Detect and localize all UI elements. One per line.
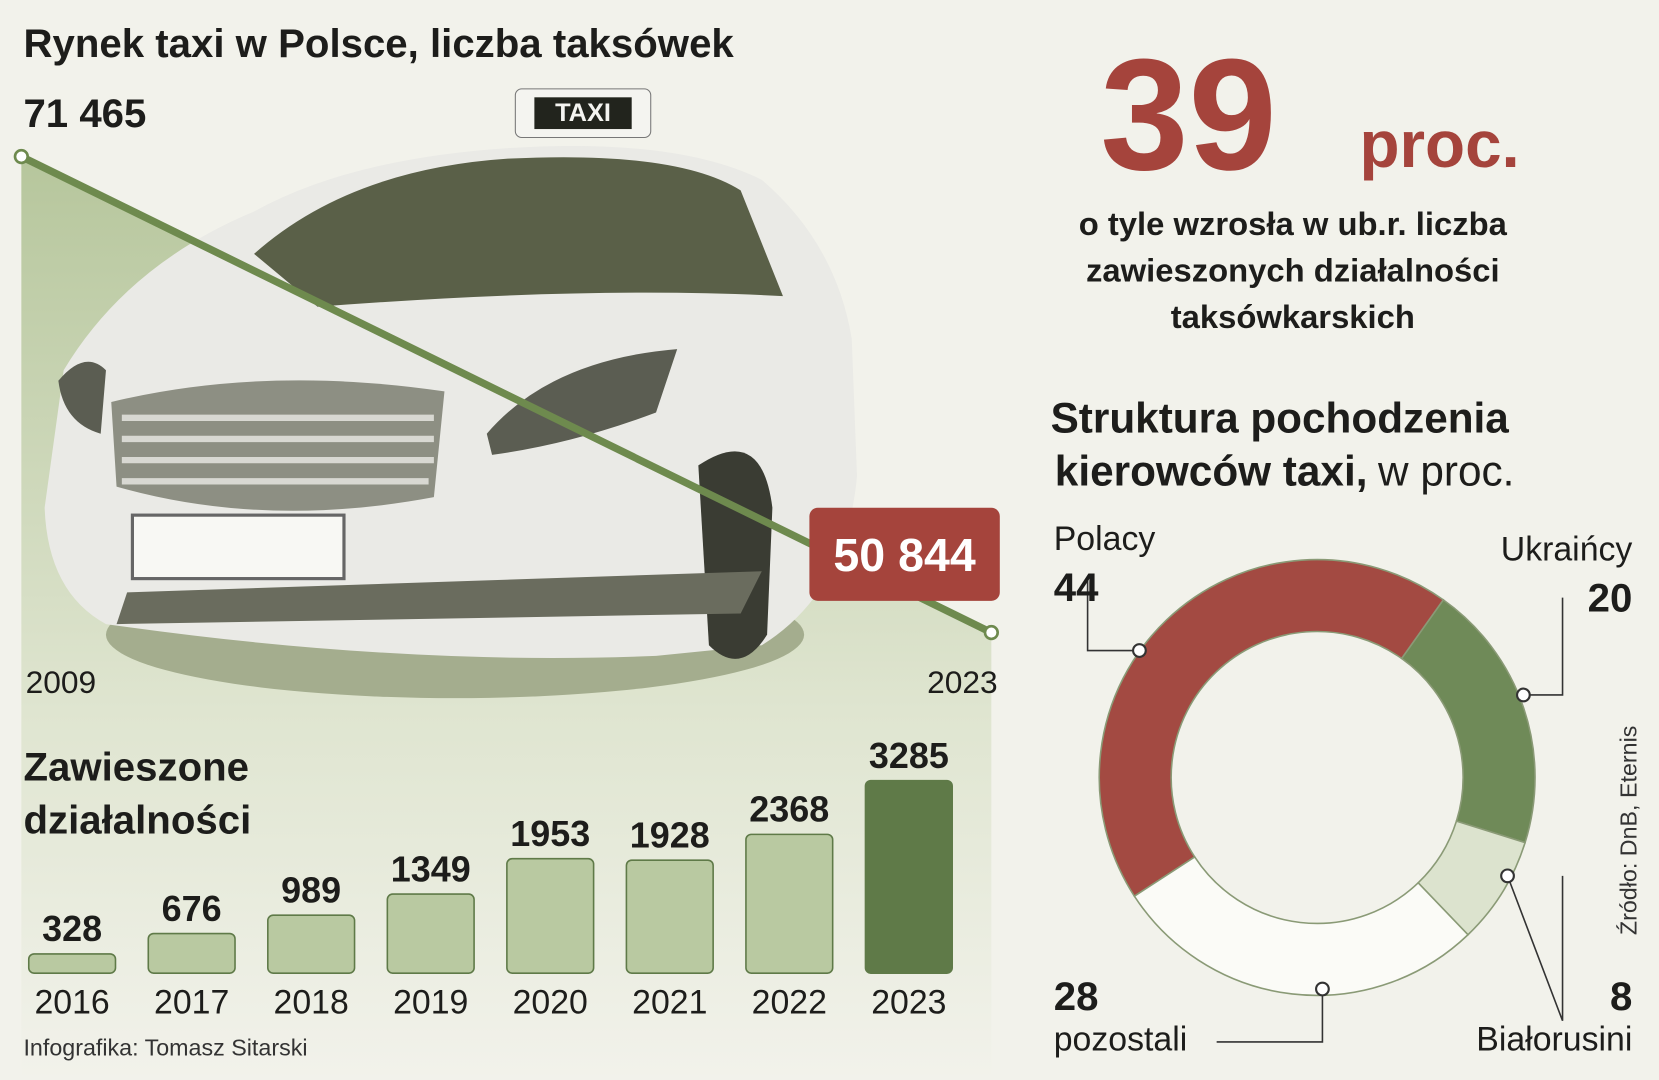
chart-title-line: kierowców taxi,	[1055, 448, 1368, 495]
chart-title: działalności	[23, 798, 251, 843]
slice-value: 28	[1054, 974, 1099, 1019]
bar	[625, 859, 714, 974]
bar-value-label: 1953	[510, 813, 590, 854]
value-label: 71 465	[23, 91, 146, 136]
x-tick-label: 2019	[393, 983, 468, 1021]
taxi-sign: TAXI	[555, 99, 611, 127]
donut-slice	[1098, 558, 1445, 898]
leader-line	[1506, 875, 1564, 1022]
x-label: 2009	[26, 664, 97, 700]
leader-line	[1523, 597, 1564, 696]
bar	[745, 833, 834, 974]
x-tick-label: 2021	[632, 983, 707, 1021]
line-point	[13, 148, 30, 165]
chart-title: kierowców taxi, w proc.	[1055, 448, 1515, 495]
x-tick-label: 2020	[513, 983, 588, 1021]
car-illustration: TAXI	[44, 88, 858, 699]
bar-value-label: 3285	[869, 735, 949, 776]
x-tick-label: 2017	[154, 983, 229, 1021]
x-tick-label: 2023	[871, 983, 946, 1021]
bar-value-label: 2368	[749, 789, 829, 830]
leader-dot	[1516, 687, 1531, 703]
leader-dot	[1315, 981, 1330, 997]
bar-value-label: 1928	[630, 814, 710, 855]
slice-value: 44	[1054, 565, 1099, 610]
bar	[267, 914, 356, 974]
bar	[27, 953, 117, 974]
bar	[864, 779, 953, 974]
chart-title: Zawieszone	[23, 745, 249, 790]
x-tick-label: 2018	[274, 983, 349, 1021]
bar	[147, 932, 236, 974]
bar	[386, 893, 475, 974]
slice-name: Polacy	[1054, 520, 1156, 558]
slice-value: 20	[1588, 575, 1633, 620]
leader-line	[1216, 989, 1324, 1043]
highlight-text: zawieszonych działalności	[1086, 251, 1500, 288]
line-point	[983, 624, 1000, 641]
slice-value: 8	[1610, 974, 1632, 1019]
chart-unit: w proc.	[1377, 448, 1514, 495]
slice-name: Ukraińcy	[1501, 531, 1633, 569]
value-label: 50 844	[833, 529, 975, 581]
bar-value-label: 989	[281, 870, 341, 911]
slice-name: Białorusini	[1476, 1020, 1632, 1058]
highlight-text: taksówkarskich	[1171, 298, 1415, 335]
leader-dot	[1132, 643, 1147, 658]
slice-name: pozostali	[1054, 1020, 1188, 1058]
highlight-text: o tyle wzrosła w ub.r. liczba	[1079, 205, 1508, 242]
x-tick-label: 2016	[34, 983, 109, 1021]
highlight-number: 39	[1100, 25, 1276, 203]
leader-line	[1086, 576, 1140, 652]
bar-value-label: 676	[162, 888, 222, 929]
value-label-box	[809, 507, 1000, 601]
bar-value-label: 1349	[391, 848, 471, 889]
chart-title-line: Struktura pochodzenia	[1051, 395, 1510, 442]
donut-slice	[1133, 855, 1470, 997]
x-tick-label: 2022	[752, 983, 827, 1021]
x-label: 2023	[927, 664, 998, 700]
credit: Infografika: Tomasz Sitarski	[23, 1035, 307, 1061]
bar	[506, 857, 595, 974]
source: Źródło: DnB, Eternis	[1616, 726, 1642, 935]
title: Rynek taxi w Polsce, liczba taksówek	[23, 21, 734, 66]
leader-dot	[1500, 868, 1515, 884]
chart-title: Struktura pochodzenia	[1051, 395, 1510, 442]
bar-value-label: 328	[42, 908, 102, 949]
highlight-unit: proc.	[1359, 108, 1519, 181]
